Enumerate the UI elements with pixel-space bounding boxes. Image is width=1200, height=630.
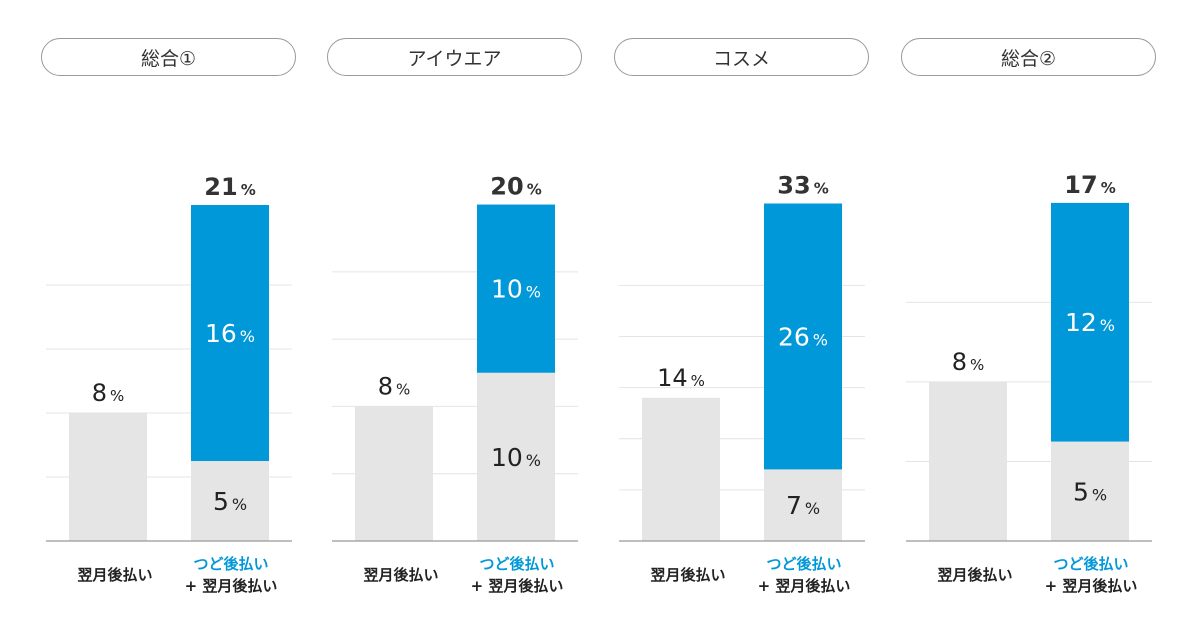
bar-chart-1: 8 % 21 % 16 % 5% bbox=[46, 173, 292, 542]
x-label-tsudo-text: つど後払い bbox=[193, 555, 269, 573]
value-label-total: 20% bbox=[490, 173, 541, 201]
x-label-tsudo-sub: + 翌月後払い bbox=[470, 577, 564, 595]
x-label-plain-text: 翌月後払い bbox=[77, 566, 153, 584]
bar-stack-tsudo bbox=[1051, 202, 1129, 442]
x-label-plain-text: 翌月後払い bbox=[937, 566, 1013, 584]
x-label-tsudo: つど後払い + 翌月後払い bbox=[1031, 553, 1151, 597]
x-label-tsudo-text: つど後払い bbox=[1053, 555, 1129, 573]
value-label-tsudo: 10% bbox=[491, 275, 541, 304]
x-label-tsudo-text: つど後払い bbox=[766, 555, 842, 573]
chart-panel-3: コスメ 14% 33% 26% 7% 翌月後払い つど後払い + 翌月後払い bbox=[614, 0, 901, 630]
x-label-plain-text: 翌月後払い bbox=[650, 566, 726, 584]
bar-plain bbox=[929, 381, 1007, 541]
x-label-plain: 翌月後払い bbox=[341, 564, 461, 586]
bar-stack-base bbox=[1051, 441, 1129, 541]
value-label-base: 5% bbox=[1073, 477, 1107, 506]
chart-title-pill: アイウエア bbox=[327, 38, 582, 76]
value-label-total: 33% bbox=[777, 172, 828, 200]
chart-title-pill: コスメ bbox=[614, 38, 869, 76]
bar-chart-2: 8 % 20 % 10 % 10% bbox=[332, 173, 578, 542]
chart-title-pill: 総合② bbox=[901, 38, 1156, 76]
x-label-plain: 翌月後払い bbox=[55, 564, 175, 586]
x-label-plain: 翌月後払い bbox=[915, 564, 1035, 586]
value-label-plain: 8% bbox=[92, 379, 125, 407]
bar-plain bbox=[642, 397, 720, 541]
x-label-tsudo: つど後払い + 翌月後払い bbox=[457, 553, 577, 597]
value-label-base: 7% bbox=[786, 491, 820, 520]
x-label-tsudo-sub: + 翌月後払い bbox=[184, 577, 278, 595]
bar-stack-tsudo bbox=[191, 205, 269, 461]
value-label-tsudo: 26% bbox=[778, 322, 828, 351]
chart-panel-2: アイウエア 8% 20% 10% 10% 翌月後払い つど後払い + 翌月後払い bbox=[327, 0, 614, 630]
chart-title-pill: 総合① bbox=[41, 38, 296, 76]
bar-plain bbox=[355, 406, 433, 541]
bar-plain bbox=[69, 413, 147, 541]
value-label-tsudo: 16% bbox=[205, 319, 255, 348]
bar-stack-tsudo bbox=[764, 203, 842, 470]
x-label-plain: 翌月後払い bbox=[628, 564, 748, 586]
bar-stack-base bbox=[477, 372, 555, 541]
chart-panel-1: 総合① 8% 21% 16% 5% 翌月後払い つど後払い + 翌月後払い bbox=[41, 0, 328, 630]
value-label-plain: 14% bbox=[657, 364, 705, 392]
value-label-base: 10% bbox=[491, 443, 541, 472]
x-label-tsudo-sub: + 翌月後払い bbox=[1044, 577, 1138, 595]
bar-stack-tsudo bbox=[477, 204, 555, 373]
bar-chart-3: 14 % 33 % 26 % 7% bbox=[619, 172, 865, 542]
x-label-tsudo-sub: + 翌月後払い bbox=[757, 577, 851, 595]
x-label-tsudo: つど後払い + 翌月後払い bbox=[744, 553, 864, 597]
value-label-total: 21% bbox=[204, 173, 255, 201]
x-label-tsudo-text: つど後払い bbox=[479, 555, 555, 573]
x-label-tsudo: つど後払い + 翌月後払い bbox=[171, 553, 291, 597]
bar-stack-base bbox=[764, 469, 842, 541]
bar-chart-4: 8 % 17 % 12 % 5% bbox=[906, 171, 1152, 542]
value-label-tsudo: 12% bbox=[1065, 308, 1115, 337]
value-label-plain: 8% bbox=[952, 348, 985, 376]
chart-panel-4: 総合② 8% 17% 12% 5% 翌月後払い つど後払い + 翌月後払い bbox=[901, 0, 1188, 630]
value-label-plain: 8% bbox=[378, 372, 411, 400]
x-label-plain-text: 翌月後払い bbox=[363, 566, 439, 584]
bar-stack-base bbox=[191, 461, 269, 541]
value-label-total: 17% bbox=[1064, 171, 1115, 199]
value-label-base: 5% bbox=[213, 487, 247, 516]
